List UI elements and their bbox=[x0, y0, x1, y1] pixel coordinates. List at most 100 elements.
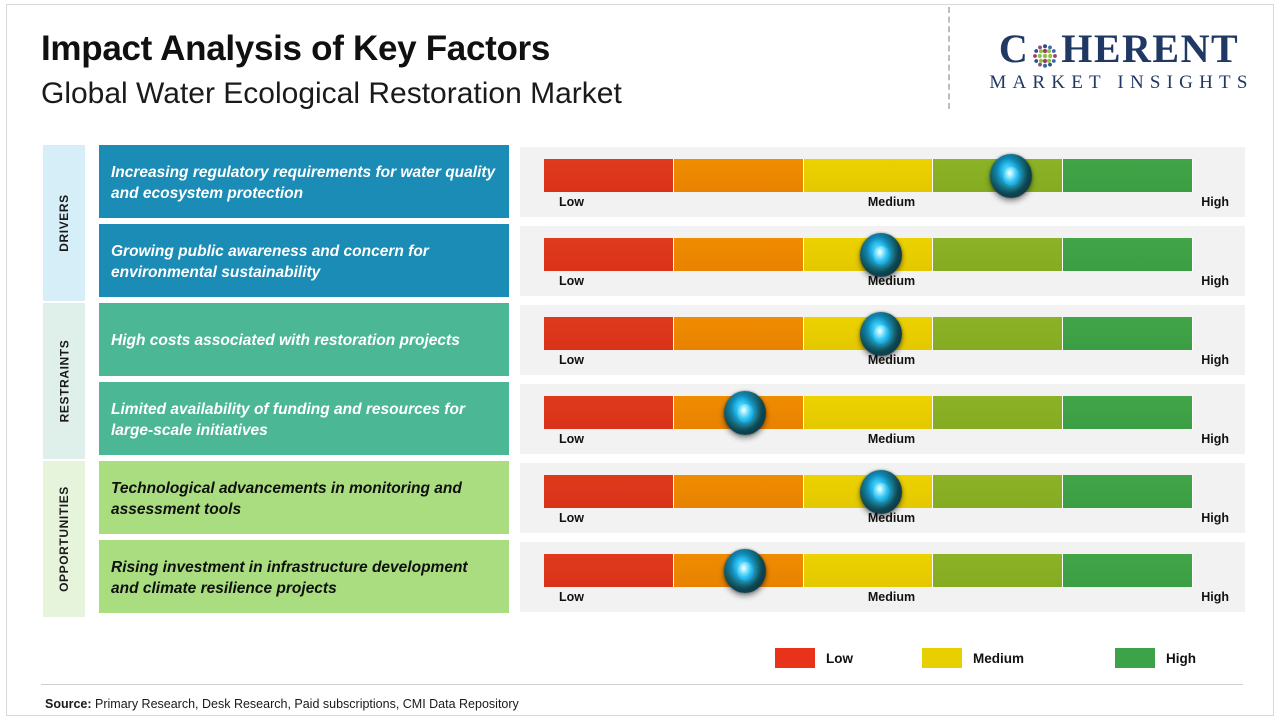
source-text: Primary Research, Desk Research, Paid su… bbox=[91, 697, 519, 711]
category-group-drivers: DRIVERS Increasing regulatory requiremen… bbox=[43, 145, 509, 301]
impact-marker-4[interactable] bbox=[724, 391, 767, 435]
impact-marker-2[interactable] bbox=[860, 233, 903, 277]
scale-label-medium: Medium bbox=[867, 511, 916, 525]
scale-label-high: High bbox=[1201, 195, 1229, 209]
gauge-segment-mid-high bbox=[933, 317, 1064, 350]
factor-text-3: High costs associated with restoration p… bbox=[111, 332, 460, 349]
gauge-row-3: Low Medium High bbox=[520, 305, 1245, 375]
factor-text-4: Limited availability of funding and reso… bbox=[111, 400, 465, 439]
scale-label-low: Low bbox=[559, 274, 584, 288]
gauge-segment-low-mid bbox=[673, 238, 804, 271]
factor-box-6[interactable]: Rising investment in infrastructure deve… bbox=[99, 540, 509, 613]
gauge-scale-6: Low Medium High bbox=[544, 590, 1239, 608]
scale-label-low: Low bbox=[559, 353, 584, 367]
legend-swatch-high bbox=[1115, 648, 1155, 668]
scale-label-medium: Medium bbox=[867, 590, 916, 604]
gauge-bar-6[interactable] bbox=[544, 549, 1193, 593]
gauge-segment-mid-high bbox=[933, 475, 1064, 508]
scale-label-medium: Medium bbox=[867, 274, 916, 288]
gauge-segment-mid bbox=[803, 554, 934, 587]
gauge-scale-5: Low Medium High bbox=[544, 511, 1239, 529]
factor-box-1[interactable]: Increasing regulatory requirements for w… bbox=[99, 145, 509, 218]
impact-marker-1[interactable] bbox=[990, 154, 1033, 198]
factor-box-5[interactable]: Technological advancements in monitoring… bbox=[99, 461, 509, 534]
category-tab-drivers: DRIVERS bbox=[43, 145, 85, 301]
gauge-segment-mid bbox=[803, 159, 934, 192]
gauge-segment-low bbox=[544, 317, 674, 350]
gauge-segment-low bbox=[544, 159, 674, 192]
scale-label-medium: Medium bbox=[867, 353, 916, 367]
page-title: Impact Analysis of Key Factors bbox=[41, 29, 551, 68]
impact-marker-5[interactable] bbox=[860, 470, 903, 514]
gauge-segment-low-mid bbox=[673, 159, 804, 192]
legend-label-high: High bbox=[1166, 650, 1196, 666]
impact-marker-6[interactable] bbox=[724, 549, 767, 593]
gauge-row-1: Low Medium High bbox=[520, 147, 1245, 217]
source-note: Source: Primary Research, Desk Research,… bbox=[45, 697, 519, 711]
category-tab-restraints: RESTRAINTS bbox=[43, 303, 85, 459]
gauge-scale-2: Low Medium High bbox=[544, 274, 1239, 292]
logo-divider bbox=[948, 7, 950, 109]
scale-label-high: High bbox=[1201, 590, 1229, 604]
dotted-globe-icon bbox=[1030, 36, 1060, 68]
gauge-segment-high bbox=[1063, 475, 1193, 508]
category-group-opportunities: OPPORTUNITIES Technological advancements… bbox=[43, 461, 509, 617]
footer-divider bbox=[41, 684, 1243, 685]
legend-label-low: Low bbox=[826, 650, 853, 666]
gauge-segment-mid-high bbox=[933, 554, 1064, 587]
source-label: Source: bbox=[45, 697, 92, 711]
slide-header: Impact Analysis of Key Factors Global Wa… bbox=[7, 5, 1273, 133]
factor-box-2[interactable]: Growing public awareness and concern for… bbox=[99, 224, 509, 297]
logo-tagline: MARKET INSIGHTS bbox=[989, 72, 1254, 93]
scale-label-high: High bbox=[1201, 432, 1229, 446]
category-tab-opportunities: OPPORTUNITIES bbox=[43, 461, 85, 617]
gauge-bar-4[interactable] bbox=[544, 391, 1193, 435]
scale-label-low: Low bbox=[559, 432, 584, 446]
legend-swatch-medium bbox=[922, 648, 962, 668]
gauge-bar-5[interactable] bbox=[544, 470, 1193, 514]
category-label-opportunities: OPPORTUNITIES bbox=[57, 486, 71, 592]
gauge-scale-1: Low Medium High bbox=[544, 195, 1239, 213]
legend-item-medium: Medium bbox=[922, 648, 1024, 668]
page-subtitle: Global Water Ecological Restoration Mark… bbox=[41, 77, 622, 110]
scale-label-medium: Medium bbox=[867, 432, 916, 446]
gauge-segment-mid-high bbox=[933, 238, 1064, 271]
legend-swatch-low bbox=[775, 648, 815, 668]
factor-box-3[interactable]: High costs associated with restoration p… bbox=[99, 303, 509, 376]
category-label-drivers: DRIVERS bbox=[57, 194, 72, 252]
gauge-row-4: Low Medium High bbox=[520, 384, 1245, 454]
factor-text-6: Rising investment in infrastructure deve… bbox=[111, 558, 468, 597]
gauge-row-2: Low Medium High bbox=[520, 226, 1245, 296]
gauge-segment-high bbox=[1063, 554, 1193, 587]
gauge-bar-3[interactable] bbox=[544, 312, 1193, 356]
gauge-segment-high bbox=[1063, 317, 1193, 350]
category-label-restraints: RESTRAINTS bbox=[57, 339, 72, 423]
factor-box-4[interactable]: Limited availability of funding and reso… bbox=[99, 382, 509, 455]
slide-canvas: Impact Analysis of Key Factors Global Wa… bbox=[6, 4, 1274, 716]
scale-label-high: High bbox=[1201, 274, 1229, 288]
logo-letter-c: C bbox=[998, 26, 1030, 71]
impact-marker-3[interactable] bbox=[860, 312, 903, 356]
scale-label-high: High bbox=[1201, 511, 1229, 525]
legend-label-medium: Medium bbox=[973, 650, 1025, 666]
gauge-segment-low bbox=[544, 396, 674, 429]
scale-label-high: High bbox=[1201, 353, 1229, 367]
legend-item-low: Low bbox=[775, 648, 853, 668]
scale-label-low: Low bbox=[559, 590, 584, 604]
logo-word-rest: HERENT bbox=[1061, 26, 1240, 71]
gauge-bar-1[interactable] bbox=[544, 154, 1193, 198]
scale-label-low: Low bbox=[559, 195, 584, 209]
chart-legend: Low Medium High bbox=[767, 648, 1196, 674]
gauge-segment-low bbox=[544, 475, 674, 508]
brand-logo: C bbox=[969, 27, 1269, 94]
gauge-segment-high bbox=[1063, 159, 1193, 192]
gauge-segment-mid-high bbox=[933, 396, 1064, 429]
gauge-bar-2[interactable] bbox=[544, 233, 1193, 277]
gauge-segment-high bbox=[1063, 396, 1193, 429]
factor-text-5: Technological advancements in monitoring… bbox=[111, 479, 462, 518]
factor-text-2: Growing public awareness and concern for… bbox=[111, 242, 429, 281]
category-group-restraints: RESTRAINTS High costs associated with re… bbox=[43, 303, 509, 459]
scale-label-medium: Medium bbox=[867, 195, 916, 209]
gauge-segment-low-mid bbox=[673, 475, 804, 508]
gauge-segment-low bbox=[544, 238, 674, 271]
